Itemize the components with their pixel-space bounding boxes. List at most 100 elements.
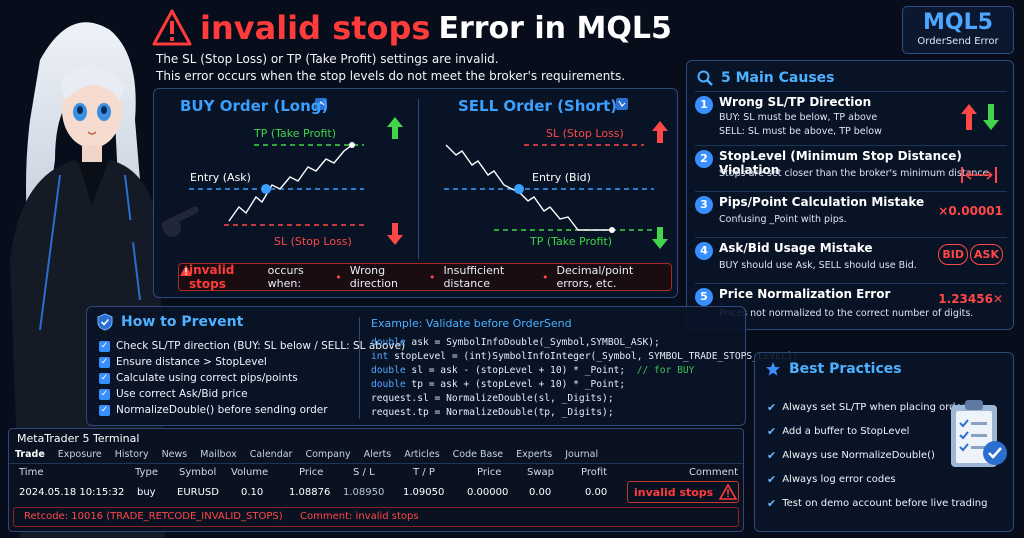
- banner-reason-1: Wrong direction: [349, 264, 398, 290]
- code-line: int stopLevel = (int)SymbolInfoInteger(_…: [371, 351, 798, 362]
- code-example-title: Example: Validate before OrderSend: [371, 317, 572, 330]
- check-icon: ✔: [767, 425, 777, 438]
- checkbox-icon: ✓: [99, 404, 110, 416]
- tab-exposure[interactable]: Exposure: [57, 449, 102, 460]
- col-tp[interactable]: T / P: [413, 467, 435, 478]
- code-text: request.sl = NormalizeDouble(sl, _Digits…: [371, 393, 614, 404]
- row-sl: 1.08950: [343, 487, 385, 498]
- best-item-text: Test on demo account before live trading: [782, 498, 988, 509]
- prevent-item: ✓ Check SL/TP direction (BUY: SL below / …: [99, 340, 405, 352]
- check-icon: ✔: [767, 473, 777, 486]
- tab-news[interactable]: News: [161, 449, 188, 460]
- order-divider: [418, 99, 419, 259]
- best-header: Best Practices: [765, 361, 902, 377]
- col-symbol[interactable]: Symbol: [179, 467, 217, 478]
- tab-articles[interactable]: Articles: [404, 449, 440, 460]
- tab-company[interactable]: Company: [305, 449, 351, 460]
- col-swap[interactable]: Swap: [527, 467, 555, 478]
- sell-tp-label: TP (Take Profit): [530, 235, 613, 248]
- retcode-text: Retcode: 10016 (TRADE_RETCODE_INVALID_ST…: [24, 511, 283, 522]
- red-down-arrow-icon: [387, 223, 403, 245]
- terminal-tabs: Trade Exposure History News Mailbox Cale…: [15, 449, 598, 460]
- cause-item-3: 3 Pips/Point Calculation Mistake Confusi…: [695, 191, 1007, 236]
- best-item: ✔ Add a buffer to StopLevel: [767, 425, 909, 438]
- retcode-bar: Retcode: 10016 (TRADE_RETCODE_INVALID_ST…: [13, 507, 739, 527]
- col-price-current[interactable]: Price: [477, 467, 502, 478]
- prevent-item: ✓ Use correct Ask/Bid price: [99, 388, 248, 400]
- best-item-text: Always log error codes: [782, 474, 896, 485]
- buy-entry-point: [261, 184, 271, 194]
- col-price[interactable]: Price: [299, 467, 324, 478]
- col-comment[interactable]: Comment: [689, 467, 738, 478]
- point-multiplier: ×0.00001: [938, 204, 1003, 218]
- banner-reason-3: Decimal/point errors, etc.: [556, 264, 634, 290]
- warning-icon: [719, 484, 738, 500]
- title-text: Error in MQL5: [438, 10, 672, 46]
- tab-history[interactable]: History: [114, 449, 149, 460]
- sell-tp-point: [609, 227, 615, 233]
- tab-alerts[interactable]: Alerts: [363, 449, 392, 460]
- green-up-arrow-icon: [387, 117, 403, 139]
- code-keyword: double: [371, 337, 406, 348]
- sell-price-path: [445, 144, 614, 231]
- red-up-arrow-icon: [652, 121, 668, 143]
- unnormalized-price-value: 1.23456: [938, 292, 993, 306]
- sell-chart-icon: [616, 98, 628, 110]
- title-row: invalid stops Error in MQL5: [152, 6, 672, 50]
- direction-arrows-icon: [961, 104, 999, 130]
- cause-title: Price Normalization Error: [719, 287, 891, 301]
- row-symbol: EURUSD: [177, 487, 219, 498]
- code-comment: // for BUY: [636, 365, 695, 376]
- mt5-terminal: MetaTrader 5 Terminal Trade Exposure His…: [8, 428, 744, 532]
- buy-sl-label: SL (Stop Loss): [274, 235, 352, 248]
- code-line: request.sl = NormalizeDouble(sl, _Digits…: [371, 393, 614, 404]
- row-swap: 0.00: [529, 487, 552, 498]
- col-profit[interactable]: Profit: [581, 467, 608, 478]
- invalid-stops-banner: invalid stops occurs when: • Wrong direct…: [178, 263, 672, 291]
- buy-tp-label: TP (Take Profit): [254, 127, 337, 140]
- magnifier-icon: [697, 70, 713, 86]
- green-down-arrow-icon: [652, 227, 668, 249]
- best-practices-panel: Best Practices ✔ Always set SL/TP when pl…: [754, 352, 1014, 532]
- buy-tp-point: [349, 142, 355, 148]
- tab-code-base[interactable]: Code Base: [452, 449, 504, 460]
- tab-journal[interactable]: Journal: [565, 449, 599, 460]
- prevent-header: How to Prevent: [97, 313, 243, 331]
- tab-mailbox[interactable]: Mailbox: [200, 449, 237, 460]
- cause-number: 5: [695, 288, 713, 306]
- code-text: ask = SymbolInfoDouble(_Symbol,SYMBOL_AS…: [405, 337, 660, 348]
- cause-title: Wrong SL/TP Direction: [719, 95, 872, 109]
- buy-order-title: BUY Order (Long): [180, 97, 329, 115]
- row-tp: 1.09050: [403, 487, 445, 498]
- orders-diagram: [189, 98, 668, 249]
- cause-item-4: 4 Ask/Bid Usage Mistake BUY should use A…: [695, 237, 1007, 282]
- cause-desc: BUY: SL must be below, TP above: [719, 112, 878, 123]
- cause-title: Pips/Point Calculation Mistake: [719, 195, 925, 209]
- bid-label: BID: [938, 244, 969, 265]
- checkbox-icon: ✓: [99, 356, 110, 368]
- row-volume: 0.10: [241, 487, 264, 498]
- prevent-item-text: Calculate using correct pips/points: [116, 372, 298, 384]
- banner-error-code: invalid stops: [189, 263, 235, 291]
- col-volume[interactable]: Volume: [231, 467, 269, 478]
- cause-number: 4: [695, 242, 713, 260]
- retcode-comment: Comment: invalid stops: [300, 511, 419, 522]
- prevent-item-text: NormalizeDouble() before sending order: [116, 404, 328, 416]
- row-time: 2024.05.18 10:15:32: [19, 487, 125, 498]
- tab-trade[interactable]: Trade: [15, 449, 45, 460]
- ask-label: ASK: [970, 244, 1003, 265]
- row-type: buy: [137, 487, 156, 498]
- title-error-code: invalid stops: [200, 9, 431, 47]
- tab-calendar[interactable]: Calendar: [249, 449, 293, 460]
- cross-icon: ✕: [992, 292, 1003, 306]
- code-line: double sl = ask - (stopLevel + 10) * _Po…: [371, 365, 694, 376]
- causes-panel: 5 Main Causes 1 Wrong SL/TP Direction BU…: [686, 60, 1014, 330]
- tab-experts[interactable]: Experts: [516, 449, 553, 460]
- cause-desc: Stops are set closer than the broker's m…: [719, 168, 992, 179]
- distance-icon: [961, 167, 997, 183]
- cause-number: 1: [695, 96, 713, 114]
- intro-line-2: This error occurs when the stop levels d…: [156, 69, 626, 83]
- col-time[interactable]: Time: [19, 467, 44, 478]
- col-type[interactable]: Type: [135, 467, 158, 478]
- col-sl[interactable]: S / L: [353, 467, 375, 478]
